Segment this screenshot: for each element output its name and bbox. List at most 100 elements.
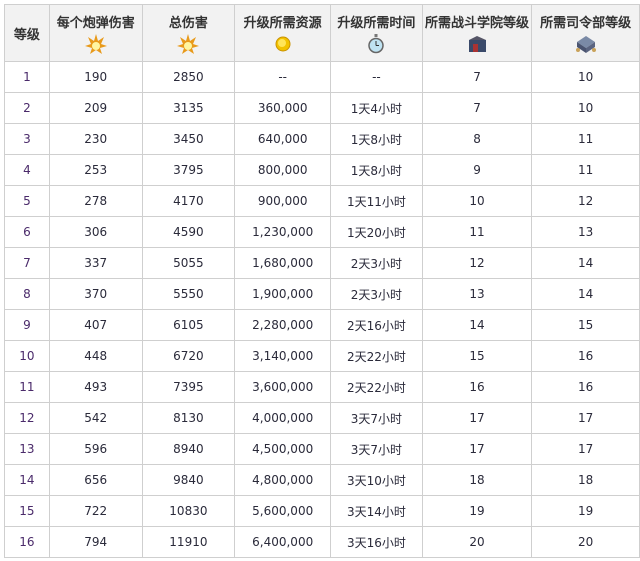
damage-per-shell-cell: 209 xyxy=(48,92,143,124)
damage-per-shell-cell: 656 xyxy=(48,464,143,496)
column-header-label: 升级所需资源 xyxy=(243,16,322,31)
table-row: 3 230 3450 640,000 1天8小时 8 11 xyxy=(4,123,640,155)
upgrade-time-cell: 2天22小时 xyxy=(330,371,423,403)
academy-level-cell: 19 xyxy=(421,495,533,527)
table-row: 10 448 6720 3,140,000 2天22小时 15 16 xyxy=(4,340,640,372)
header-row: 等级 每个炮弹伤害 总伤害 升级所需资源 升级所需时间 所需战斗学院等级 所需司令部等级 xyxy=(4,4,640,62)
table-row: 4 253 3795 800,000 1天8小时 9 11 xyxy=(4,154,640,186)
column-header: 升级所需资源 xyxy=(234,4,332,62)
damage-per-shell-cell: 448 xyxy=(48,340,143,372)
total-damage-cell: 5550 xyxy=(141,278,236,310)
total-damage-cell: 4590 xyxy=(141,216,236,248)
table-row: 8 370 5550 1,900,000 2天3小时 13 14 xyxy=(4,278,640,310)
hq-level-cell: 12 xyxy=(531,185,640,217)
table-row: 12 542 8130 4,000,000 3天7小时 17 17 xyxy=(4,402,640,434)
table-row: 14 656 9840 4,800,000 3天10小时 18 18 xyxy=(4,464,640,496)
table-row: 15 722 10830 5,600,000 3天14小时 19 19 xyxy=(4,495,640,527)
damage-per-shell-cell: 337 xyxy=(48,247,143,279)
table-row: 6 306 4590 1,230,000 1天20小时 11 13 xyxy=(4,216,640,248)
academy-level-cell: 11 xyxy=(421,216,533,248)
damage-per-shell-cell: 370 xyxy=(48,278,143,310)
upgrade-time-cell: 2天3小时 xyxy=(330,247,423,279)
damage-per-shell-cell: 278 xyxy=(48,185,143,217)
upgrade-time-cell: 1天8小时 xyxy=(330,154,423,186)
table-row: 9 407 6105 2,280,000 2天16小时 14 15 xyxy=(4,309,640,341)
table-row: 5 278 4170 900,000 1天11小时 10 12 xyxy=(4,185,640,217)
total-damage-cell: 3450 xyxy=(141,123,236,155)
hq-level-cell: 11 xyxy=(531,154,640,186)
table-row: 13 596 8940 4,500,000 3天7小时 17 17 xyxy=(4,433,640,465)
upgrade-cost-cell: 800,000 xyxy=(234,154,332,186)
damage-per-shell-cell: 722 xyxy=(48,495,143,527)
hq-level-cell: 20 xyxy=(531,526,640,558)
hq-level-cell: 16 xyxy=(531,340,640,372)
level-cell: 8 xyxy=(4,278,50,310)
level-cell: 10 xyxy=(4,340,50,372)
headquarters-building-icon xyxy=(575,36,596,53)
damage-per-shell-cell: 253 xyxy=(48,154,143,186)
total-damage-cell: 3135 xyxy=(141,92,236,124)
level-cell: 5 xyxy=(4,185,50,217)
damage-per-shell-cell: 542 xyxy=(48,402,143,434)
hq-level-cell: 15 xyxy=(531,309,640,341)
hq-level-cell: 16 xyxy=(531,371,640,403)
gold-coin-icon xyxy=(275,36,291,52)
upgrade-time-cell: 3天7小时 xyxy=(330,433,423,465)
level-cell: 16 xyxy=(4,526,50,558)
level-cell: 6 xyxy=(4,216,50,248)
upgrade-time-cell: 2天3小时 xyxy=(330,278,423,310)
total-damage-cell: 5055 xyxy=(141,247,236,279)
column-header: 升级所需时间 xyxy=(330,4,423,62)
hq-level-cell: 19 xyxy=(531,495,640,527)
total-damage-cell: 7395 xyxy=(141,371,236,403)
level-cell: 3 xyxy=(4,123,50,155)
table-row: 7 337 5055 1,680,000 2天3小时 12 14 xyxy=(4,247,640,279)
column-header: 每个炮弹伤害 xyxy=(48,4,143,62)
level-cell: 12 xyxy=(4,402,50,434)
academy-level-cell: 20 xyxy=(421,526,533,558)
academy-building-icon xyxy=(469,36,487,52)
column-header-label: 升级所需时间 xyxy=(337,16,416,31)
hq-level-cell: 17 xyxy=(531,433,640,465)
damage-per-shell-cell: 596 xyxy=(48,433,143,465)
upgrade-time-cell: 2天22小时 xyxy=(330,340,423,372)
level-cell: 15 xyxy=(4,495,50,527)
hq-level-cell: 18 xyxy=(531,464,640,496)
upgrade-time-cell: -- xyxy=(330,61,423,93)
total-damage-cell: 4170 xyxy=(141,185,236,217)
academy-level-cell: 7 xyxy=(421,92,533,124)
upgrade-cost-cell: 4,800,000 xyxy=(234,464,332,496)
academy-level-cell: 7 xyxy=(421,61,533,93)
explosion-icon xyxy=(84,34,107,54)
column-header-label: 每个炮弹伤害 xyxy=(56,16,135,31)
table-row: 2 209 3135 360,000 1天4小时 7 10 xyxy=(4,92,640,124)
stopwatch-icon xyxy=(368,34,385,54)
column-header: 所需司令部等级 xyxy=(531,4,640,62)
academy-level-cell: 8 xyxy=(421,123,533,155)
level-cell: 11 xyxy=(4,371,50,403)
total-damage-cell: 3795 xyxy=(141,154,236,186)
column-header-label: 等级 xyxy=(13,27,40,43)
table-row: 16 794 11910 6,400,000 3天16小时 20 20 xyxy=(4,526,640,558)
level-cell: 7 xyxy=(4,247,50,279)
academy-level-cell: 15 xyxy=(421,340,533,372)
upgrade-time-cell: 3天14小时 xyxy=(330,495,423,527)
level-cell: 13 xyxy=(4,433,50,465)
column-header: 等级 xyxy=(4,4,50,62)
table-row: 11 493 7395 3,600,000 2天22小时 16 16 xyxy=(4,371,640,403)
total-damage-cell: 9840 xyxy=(141,464,236,496)
total-damage-cell: 6105 xyxy=(141,309,236,341)
level-cell: 1 xyxy=(4,61,50,93)
upgrade-time-cell: 3天16小时 xyxy=(330,526,423,558)
column-header: 总伤害 xyxy=(141,4,236,62)
upgrade-cost-cell: 6,400,000 xyxy=(234,526,332,558)
hq-level-cell: 10 xyxy=(531,61,640,93)
column-header-label: 总伤害 xyxy=(168,16,208,31)
column-header-label: 所需司令部等级 xyxy=(540,16,632,31)
damage-per-shell-cell: 407 xyxy=(48,309,143,341)
upgrade-cost-cell: -- xyxy=(234,61,332,93)
academy-level-cell: 16 xyxy=(421,371,533,403)
upgrade-cost-cell: 5,600,000 xyxy=(234,495,332,527)
academy-level-cell: 13 xyxy=(421,278,533,310)
total-damage-cell: 8940 xyxy=(141,433,236,465)
